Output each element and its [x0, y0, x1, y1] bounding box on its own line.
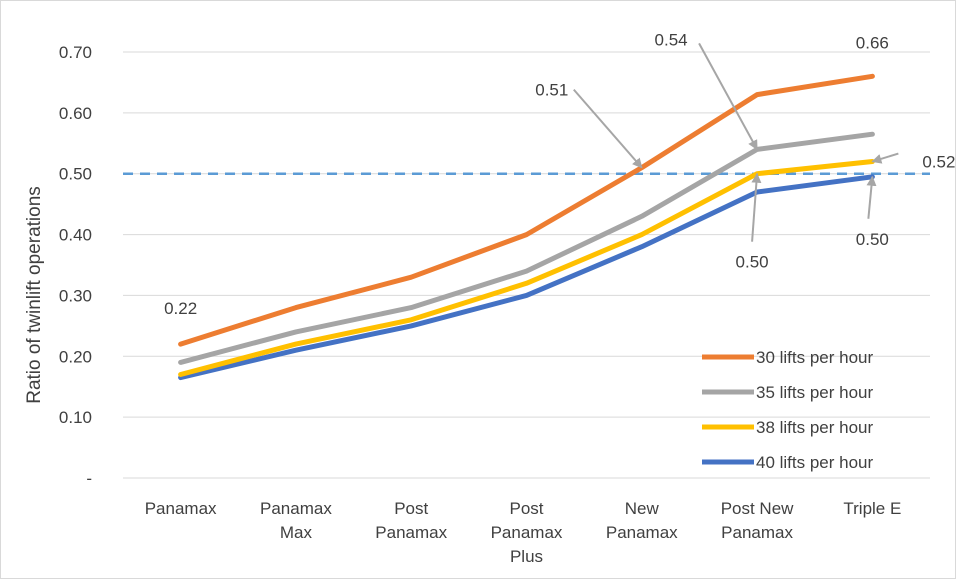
legend-label: 30 lifts per hour — [756, 348, 874, 367]
y-tick-label: 0.20 — [59, 347, 92, 366]
annotation-arrow — [698, 42, 758, 151]
x-tick-label: Panamax — [606, 523, 678, 542]
annotation-label: 0.50 — [736, 253, 769, 272]
x-tick-label: Post — [394, 499, 428, 518]
x-tick-label: Post New — [721, 499, 794, 518]
y-tick-label: 0.60 — [59, 104, 92, 123]
legend-label: 38 lifts per hour — [756, 418, 874, 437]
x-tick-label: Panamax — [145, 499, 217, 518]
legend: 30 lifts per hour 35 lifts per hour 38 lif… — [702, 348, 874, 472]
x-tick-label: Max — [280, 523, 313, 542]
series-line — [178, 73, 875, 347]
annotation-arrow — [871, 152, 899, 164]
annotation-arrow — [751, 172, 762, 242]
annotation-label: 0.51 — [535, 81, 568, 100]
legend-label: 40 lifts per hour — [756, 453, 874, 472]
y-tick-label: 0.10 — [59, 408, 92, 427]
x-tick-label: Panamax — [721, 523, 793, 542]
annotation-arrow — [866, 175, 877, 219]
y-tick-label: 0.70 — [59, 43, 92, 62]
annotation-arrow — [573, 88, 643, 169]
x-tick-label: Plus — [510, 547, 543, 566]
y-tick-label: 0.30 — [59, 286, 92, 305]
x-tick-label: Panamax — [260, 499, 332, 518]
y-tick-label: 0.50 — [59, 165, 92, 184]
annotation-label: 0.52 — [922, 153, 955, 172]
y-tick-label: 0.40 — [59, 226, 92, 245]
x-tick-label: Panamax — [375, 523, 447, 542]
legend-label: 35 lifts per hour — [756, 383, 874, 402]
x-tick-label: Triple E — [843, 499, 901, 518]
annotations: 0.22 0.51 0.54 0.66 0.52 0.50 0.50 — [164, 30, 955, 318]
annotation-label: 0.22 — [164, 299, 197, 318]
x-tick-label: Post — [509, 499, 543, 518]
x-tick-label: New — [625, 499, 660, 518]
x-tick-label: Panamax — [491, 523, 563, 542]
annotation-label: 0.54 — [655, 30, 688, 49]
annotation-label: 0.50 — [856, 230, 889, 249]
x-axis-ticks: Panamax Panamax Max Post Panamax Post Panamax P… — [145, 499, 902, 566]
annotation-label: 0.66 — [856, 33, 889, 52]
series-line — [178, 174, 875, 381]
y-axis-title: Ratio of twinlift operations — [24, 186, 45, 404]
y-tick-label: - — [86, 469, 92, 488]
y-axis-ticks: - 0.10 0.20 0.30 0.40 0.50 0.60 0.70 — [59, 43, 92, 488]
